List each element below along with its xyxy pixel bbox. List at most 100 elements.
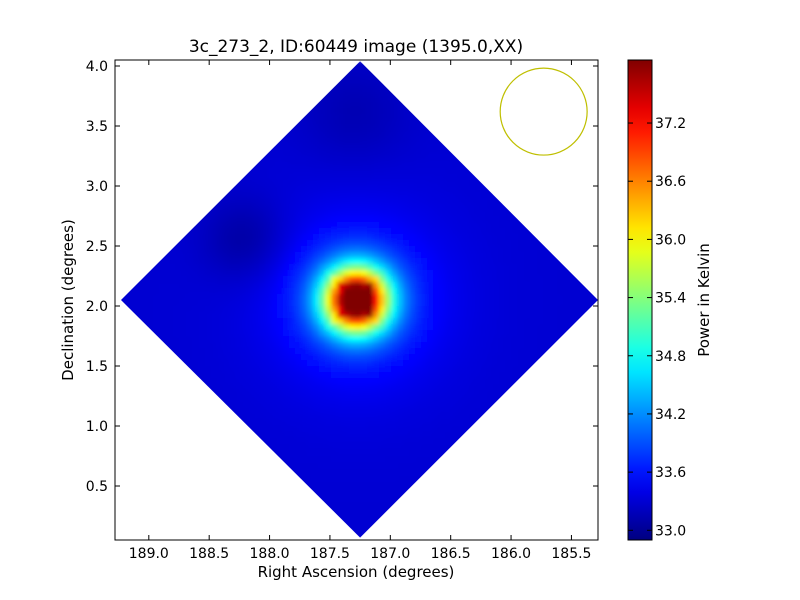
heatmap-cell xyxy=(289,144,296,151)
heatmap-cell xyxy=(313,162,320,169)
heatmap-cell xyxy=(463,204,470,211)
heatmap-cell xyxy=(343,342,350,349)
heatmap-cell xyxy=(499,288,506,295)
heatmap-cell xyxy=(313,156,320,163)
heatmap-cell xyxy=(271,258,278,265)
heatmap-cell xyxy=(427,198,434,205)
heatmap-cell xyxy=(283,132,290,139)
heatmap-cell xyxy=(301,138,308,145)
heatmap-cell xyxy=(295,270,302,277)
heatmap-cell xyxy=(139,300,146,307)
heatmap-cell xyxy=(397,318,404,325)
heatmap-cell xyxy=(433,342,440,349)
heatmap-cell xyxy=(301,234,308,241)
heatmap-cell xyxy=(379,426,386,433)
heatmap-cell xyxy=(265,294,272,301)
heatmap-cell xyxy=(277,366,284,373)
heatmap-cell xyxy=(301,390,308,397)
heatmap-cell xyxy=(289,378,296,385)
heatmap-cell xyxy=(217,222,224,229)
heatmap-cell xyxy=(403,408,410,415)
heatmap-cell xyxy=(391,366,398,373)
heatmap-cell xyxy=(493,354,500,361)
heatmap-cell xyxy=(241,270,248,277)
heatmap-cell xyxy=(373,150,380,157)
heatmap-cell xyxy=(475,318,482,325)
heatmap-cell xyxy=(325,366,332,373)
heatmap-cell xyxy=(211,318,218,325)
heatmap-cell xyxy=(415,270,422,277)
heatmap-cell xyxy=(517,294,524,301)
heatmap-cell xyxy=(451,294,458,301)
heatmap-cell xyxy=(541,270,548,277)
heatmap-cell xyxy=(229,354,236,361)
heatmap-cell xyxy=(487,210,494,217)
heatmap-cell xyxy=(241,252,248,259)
heatmap-cell xyxy=(433,246,440,253)
heatmap-cell xyxy=(307,240,314,247)
heatmap-cell xyxy=(493,282,500,289)
heatmap-cell xyxy=(277,270,284,277)
heatmap-cell xyxy=(355,120,362,127)
heatmap-cell xyxy=(205,300,212,307)
heatmap-cell xyxy=(301,156,308,163)
heatmap-cell xyxy=(379,414,386,421)
heatmap-cell xyxy=(319,192,326,199)
heatmap-cell xyxy=(403,402,410,409)
heatmap-cell xyxy=(385,228,392,235)
heatmap-cell xyxy=(439,318,446,325)
heatmap-cell xyxy=(295,408,302,415)
heatmap-cell xyxy=(229,378,236,385)
heatmap-cell xyxy=(259,414,266,421)
heatmap-cell xyxy=(283,342,290,349)
heatmap-cell xyxy=(331,156,338,163)
heatmap-cell xyxy=(289,402,296,409)
heatmap-cell xyxy=(253,312,260,319)
heatmap-cell xyxy=(355,192,362,199)
heatmap-cell xyxy=(451,180,458,187)
heatmap-cell xyxy=(241,396,248,403)
heatmap-cell xyxy=(505,312,512,319)
heatmap-cell xyxy=(211,258,218,265)
heatmap-cell xyxy=(385,342,392,349)
heatmap-cell xyxy=(205,312,212,319)
heatmap-cell xyxy=(415,162,422,169)
heatmap-cell xyxy=(265,210,272,217)
heatmap-cell xyxy=(475,186,482,193)
heatmap-cell xyxy=(481,222,488,229)
heatmap-cell xyxy=(307,300,314,307)
heatmap-cell xyxy=(385,222,392,229)
heatmap-cell xyxy=(433,252,440,259)
heatmap-cell xyxy=(427,390,434,397)
heatmap-cell xyxy=(385,180,392,187)
heatmap-cell xyxy=(211,234,218,241)
heatmap-cell xyxy=(325,408,332,415)
heatmap-cell xyxy=(427,258,434,265)
heatmap-cell xyxy=(427,144,434,151)
heatmap-cell xyxy=(391,318,398,325)
heatmap-cell xyxy=(331,126,338,133)
heatmap-cell xyxy=(193,312,200,319)
heatmap-cell xyxy=(313,174,320,181)
heatmap-cell xyxy=(307,264,314,271)
heatmap-cell xyxy=(283,210,290,217)
heatmap-cell xyxy=(397,324,404,331)
heatmap-cell xyxy=(181,270,188,277)
heatmap-cell xyxy=(223,342,230,349)
heatmap-cell xyxy=(475,330,482,337)
heatmap-cell xyxy=(457,396,464,403)
heatmap-cell xyxy=(253,162,260,169)
heatmap-cell xyxy=(265,288,272,295)
heatmap-cell xyxy=(541,306,548,313)
heatmap-cell xyxy=(427,288,434,295)
heatmap-cell xyxy=(217,312,224,319)
heatmap-cell xyxy=(385,132,392,139)
heatmap-cell xyxy=(481,204,488,211)
heatmap-cell xyxy=(241,348,248,355)
heatmap-cell xyxy=(199,282,206,289)
heatmap-cell xyxy=(199,336,206,343)
heatmap-cell xyxy=(349,294,356,301)
heatmap-cell xyxy=(397,282,404,289)
heatmap-cell xyxy=(301,330,308,337)
heatmap-cell xyxy=(463,396,470,403)
